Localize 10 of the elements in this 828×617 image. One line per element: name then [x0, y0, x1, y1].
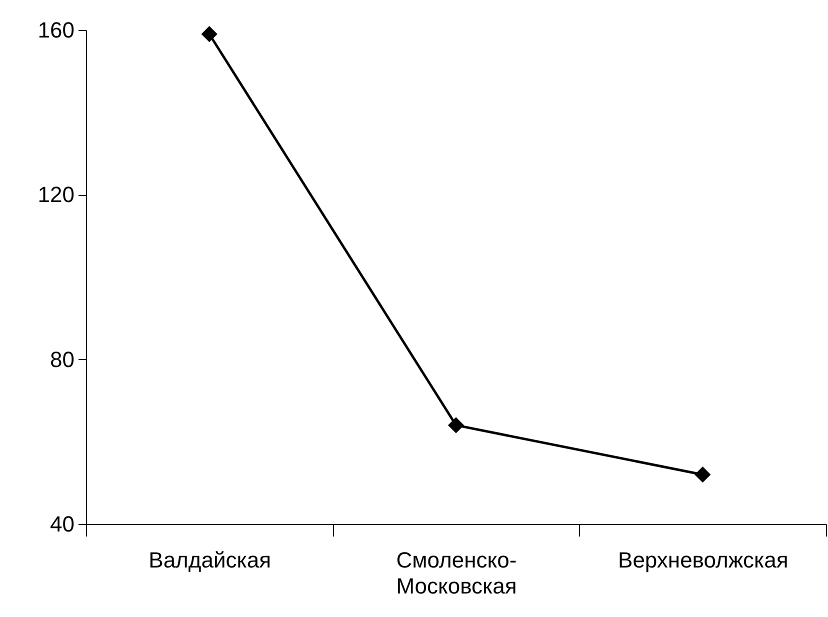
y-tick-label: 80: [50, 346, 74, 372]
x-tick-label: Смоленско-Московская: [396, 548, 517, 598]
point: [694, 466, 711, 483]
point: [201, 26, 218, 42]
y-tick-label: 120: [38, 182, 74, 208]
x-tick-label: Валдайская: [148, 548, 272, 572]
point: [448, 417, 464, 434]
y-tick-label: 160: [38, 18, 74, 42]
y-tick-label: 40: [50, 512, 74, 536]
x-tick-label: Верхневолжская: [618, 548, 788, 572]
